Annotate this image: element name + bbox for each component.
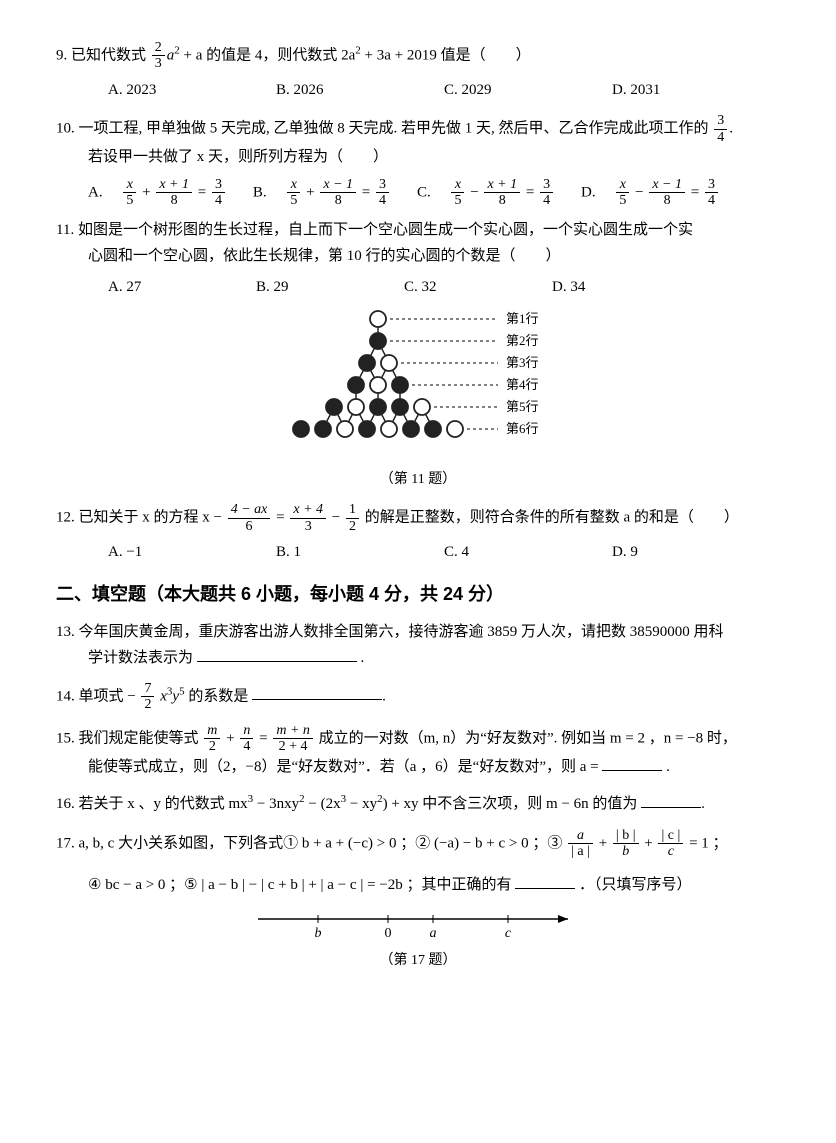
svg-text:第1行: 第1行 (506, 311, 539, 326)
exam-page: 9. 已知代数式 2 3 a2 + a 的值是 4，则代数式 2a2 + 3a … (0, 0, 836, 1143)
q11-opt-b: B. 29 (256, 275, 404, 301)
tree-diagram: 第1行第2行第3行第4行第5行第6行 (248, 305, 588, 455)
svg-text:第4行: 第4行 (506, 377, 539, 392)
blank-input[interactable] (602, 755, 662, 771)
q11-opt-d: D. 34 (552, 275, 700, 301)
svg-text:第2行: 第2行 (506, 333, 539, 348)
question-10: 10. 一项工程, 甲单独做 5 天完成, 乙单独做 8 天完成. 若甲先做 1… (56, 113, 780, 208)
q12-opt-c: C. 4 (444, 540, 612, 566)
svg-text:a: a (430, 926, 437, 941)
q12-opt-a: A. −1 (108, 540, 276, 566)
svg-text:b: b (315, 926, 322, 941)
q9-frac: 2 3 (152, 40, 165, 72)
q12-stem: 12. 已知关于 x 的方程 x − (56, 509, 226, 525)
svg-text:第3行: 第3行 (506, 355, 539, 370)
q10-opt-d: D. x5 − x − 18 = 34 (581, 177, 720, 209)
q13-line2: 学计数法表示为 (88, 650, 193, 666)
blank-input[interactable] (252, 684, 382, 700)
q11-line1: 11. 如图是一个树形图的生长过程，自上而下一个空心圆生成一个实心圆，一个实心圆… (56, 218, 780, 244)
q9-opt-a: A. 2023 (108, 78, 276, 104)
svg-text:c: c (505, 926, 512, 941)
q11-figure: 第1行第2行第3行第4行第5行第6行 (56, 305, 780, 465)
blank-input[interactable] (641, 792, 701, 808)
q10-opt-b: B. x5 + x − 18 = 34 (253, 177, 391, 209)
question-12: 12. 已知关于 x 的方程 x − 4 − ax6 = x + 43 − 12… (56, 502, 780, 565)
q17-caption: （第 17 题） (56, 949, 780, 973)
q13-line1: 13. 今年国庆黄金周，重庆游客出游人数排全国第六，接待游客逾 3859 万人次… (56, 620, 780, 646)
q17-number-line: b 0 a c (238, 905, 598, 945)
q9-stem: 9. 已知代数式 (56, 47, 146, 63)
section-2-heading: 二、填空题（本大题共 6 小题，每小题 4 分，共 24 分） (56, 579, 780, 610)
svg-text:0: 0 (385, 926, 392, 941)
q15-line2: 能使等式成立，则（2，−8）是“好友数对”．若（a ，6）是“好友数对”，则 a… (88, 759, 602, 775)
q9-options: A. 2023 B. 2026 C. 2029 D. 2031 (56, 78, 780, 104)
q9-opt-b: B. 2026 (276, 78, 444, 104)
q12-opt-d: D. 9 (612, 540, 780, 566)
q11-caption: （第 11 题） (56, 468, 780, 492)
q12-options: A. −1 B. 1 C. 4 D. 9 (56, 540, 780, 566)
blank-input[interactable] (515, 873, 575, 889)
q9-opt-c: C. 2029 (444, 78, 612, 104)
q10-line2: 若设甲一共做了 x 天，则所列方程为（ ） (56, 145, 780, 171)
svg-text:第5行: 第5行 (506, 399, 539, 414)
question-13: 13. 今年国庆黄金周，重庆游客出游人数排全国第六，接待游客逾 3859 万人次… (56, 620, 780, 671)
q10-options: A. x5 + x + 18 = 34 B. x5 + x − 18 = 34 … (56, 177, 780, 209)
q10-line1: 10. 一项工程, 甲单独做 5 天完成, 乙单独做 8 天完成. 若甲先做 1… (56, 121, 709, 137)
question-14: 14. 单项式 − 72 x3y5 的系数是 . (56, 681, 780, 713)
question-11: 11. 如图是一个树形图的生长过程，自上而下一个空心圆生成一个实心圆，一个实心圆… (56, 218, 780, 492)
q9-opt-d: D. 2031 (612, 78, 780, 104)
question-17: 17. a, b, c 大小关系如图，下列各式① b + a + (−c) > … (56, 828, 780, 973)
q11-opt-a: A. 27 (108, 275, 256, 301)
blank-input[interactable] (197, 646, 357, 662)
svg-text:第6行: 第6行 (506, 421, 539, 436)
q12-opt-b: B. 1 (276, 540, 444, 566)
q11-opt-c: C. 32 (404, 275, 552, 301)
question-9: 9. 已知代数式 2 3 a2 + a 的值是 4，则代数式 2a2 + 3a … (56, 40, 780, 103)
q11-line2: 心圆和一个空心圆，依此生长规律，第 10 行的实心圆的个数是（ ） (56, 244, 780, 270)
q10-frac-rhs: 34 (714, 113, 727, 145)
q11-options: A. 27 B. 29 C. 32 D. 34 (56, 275, 780, 301)
q10-opt-a: A. x5 + x + 18 = 34 (88, 177, 227, 209)
question-15: 15. 我们规定能使等式 m2 + n4 = m + n2 + 4 成立的一对数… (56, 723, 780, 780)
q10-opt-c: C. x5 − x + 18 = 34 (417, 177, 555, 209)
question-16: 16. 若关于 x 、y 的代数式 mx3 − 3nxy2 − (2x3 − x… (56, 790, 780, 818)
